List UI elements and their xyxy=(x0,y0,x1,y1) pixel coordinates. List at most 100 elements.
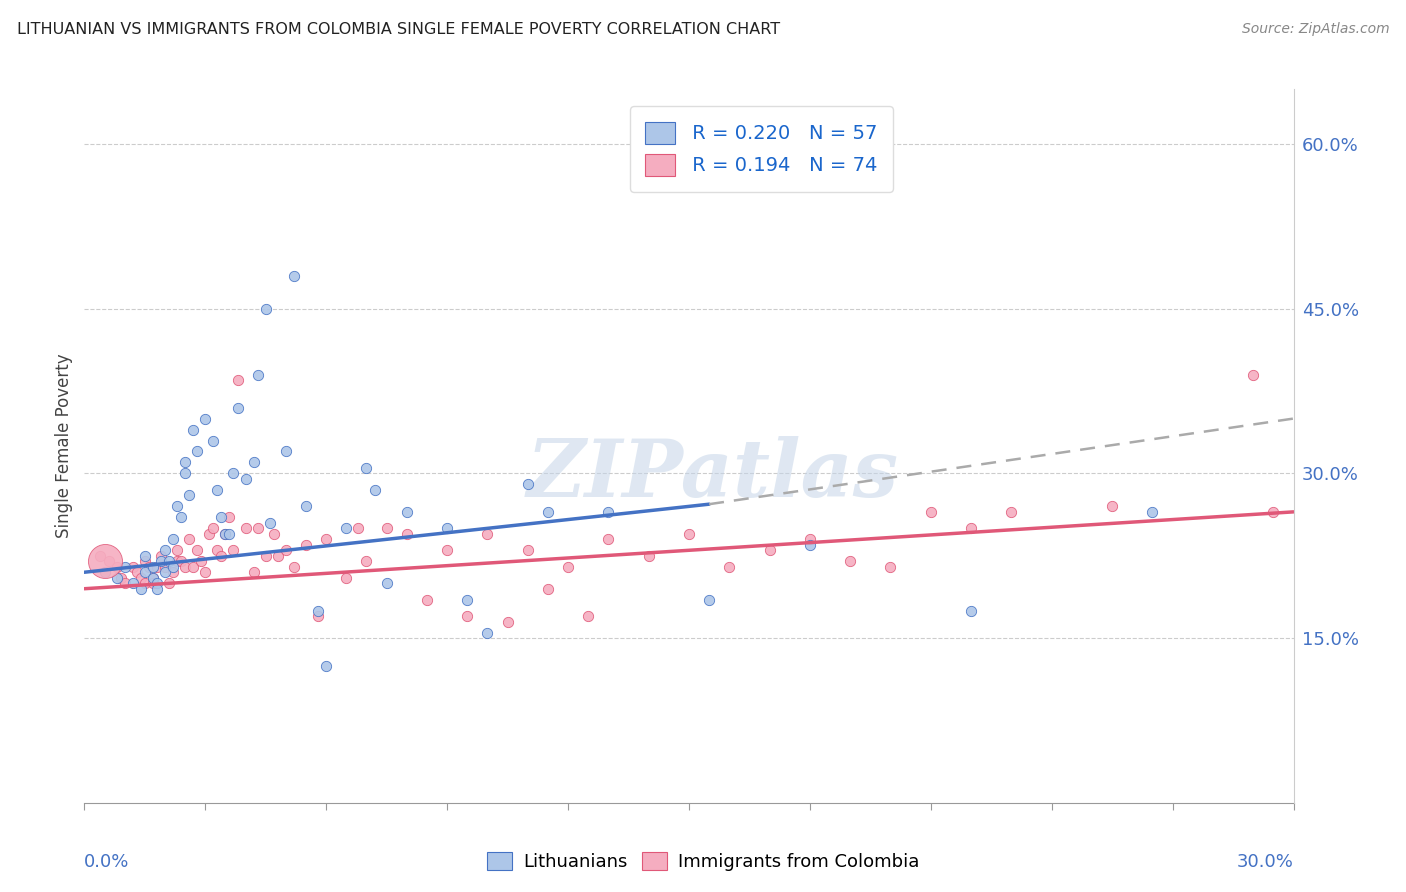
Point xyxy=(138,559,160,574)
Point xyxy=(97,554,120,568)
Point xyxy=(246,368,269,382)
Point xyxy=(697,592,720,607)
Point xyxy=(537,582,560,596)
Point xyxy=(194,411,217,425)
Point xyxy=(1241,368,1264,382)
Point xyxy=(395,526,418,541)
Point xyxy=(799,538,821,552)
Point xyxy=(162,566,184,580)
Point xyxy=(235,472,257,486)
Point xyxy=(315,533,337,547)
Point xyxy=(110,571,132,585)
Point xyxy=(129,582,152,596)
Text: ZIPatlas: ZIPatlas xyxy=(527,436,900,513)
Point xyxy=(121,559,143,574)
Point xyxy=(598,533,620,547)
Point xyxy=(222,467,245,481)
Point xyxy=(190,554,212,568)
Point xyxy=(105,571,128,585)
Point xyxy=(209,549,232,563)
Point xyxy=(363,483,385,497)
Point xyxy=(799,533,821,547)
Point xyxy=(718,559,741,574)
Point xyxy=(226,373,249,387)
Point xyxy=(283,559,305,574)
Point xyxy=(174,559,197,574)
Text: LITHUANIAN VS IMMIGRANTS FROM COLOMBIA SINGLE FEMALE POVERTY CORRELATION CHART: LITHUANIAN VS IMMIGRANTS FROM COLOMBIA S… xyxy=(17,22,780,37)
Point xyxy=(246,521,269,535)
Point xyxy=(315,658,337,673)
Point xyxy=(174,467,197,481)
Point xyxy=(254,301,277,316)
Point xyxy=(146,576,169,591)
Point xyxy=(274,444,297,458)
Point xyxy=(153,566,176,580)
Point xyxy=(134,549,156,563)
Point xyxy=(218,510,240,524)
Point xyxy=(335,521,357,535)
Point xyxy=(157,554,180,568)
Point xyxy=(879,559,901,574)
Point xyxy=(153,559,176,574)
Point xyxy=(207,483,229,497)
Point xyxy=(267,549,290,563)
Point xyxy=(89,549,111,563)
Point xyxy=(181,423,204,437)
Point xyxy=(436,543,458,558)
Point xyxy=(146,582,169,596)
Point xyxy=(105,559,128,574)
Point xyxy=(1263,505,1285,519)
Point xyxy=(162,533,184,547)
Point xyxy=(516,543,538,558)
Point xyxy=(637,549,659,563)
Text: 0.0%: 0.0% xyxy=(84,853,129,871)
Point xyxy=(162,559,184,574)
Point xyxy=(194,566,217,580)
Point xyxy=(93,554,115,568)
Point xyxy=(134,554,156,568)
Point xyxy=(375,576,398,591)
Point xyxy=(181,559,204,574)
Point xyxy=(222,543,245,558)
Point xyxy=(174,455,197,469)
Point xyxy=(576,609,599,624)
Point xyxy=(214,526,236,541)
Point xyxy=(254,549,277,563)
Point xyxy=(375,521,398,535)
Point xyxy=(114,559,136,574)
Point xyxy=(477,625,499,640)
Point xyxy=(839,554,862,568)
Point xyxy=(134,576,156,591)
Point xyxy=(186,543,208,558)
Point xyxy=(1000,505,1022,519)
Point xyxy=(142,559,165,574)
Point xyxy=(121,576,143,591)
Point xyxy=(274,543,297,558)
Point xyxy=(146,559,169,574)
Point xyxy=(207,543,229,558)
Legend:  R = 0.220   N = 57,  R = 0.194   N = 74: R = 0.220 N = 57, R = 0.194 N = 74 xyxy=(630,106,893,192)
Point xyxy=(347,521,370,535)
Point xyxy=(134,566,156,580)
Point xyxy=(129,571,152,585)
Point xyxy=(920,505,942,519)
Point xyxy=(149,554,172,568)
Point xyxy=(416,592,439,607)
Point xyxy=(93,566,115,580)
Point xyxy=(395,505,418,519)
Point xyxy=(537,505,560,519)
Point xyxy=(209,510,232,524)
Point xyxy=(235,521,257,535)
Y-axis label: Single Female Poverty: Single Female Poverty xyxy=(55,354,73,538)
Point xyxy=(456,609,478,624)
Point xyxy=(496,615,519,629)
Point xyxy=(283,268,305,283)
Point xyxy=(202,521,225,535)
Point xyxy=(170,510,193,524)
Point xyxy=(1101,500,1123,514)
Point xyxy=(960,604,983,618)
Point xyxy=(198,526,221,541)
Point xyxy=(114,576,136,591)
Point xyxy=(456,592,478,607)
Point xyxy=(307,609,329,624)
